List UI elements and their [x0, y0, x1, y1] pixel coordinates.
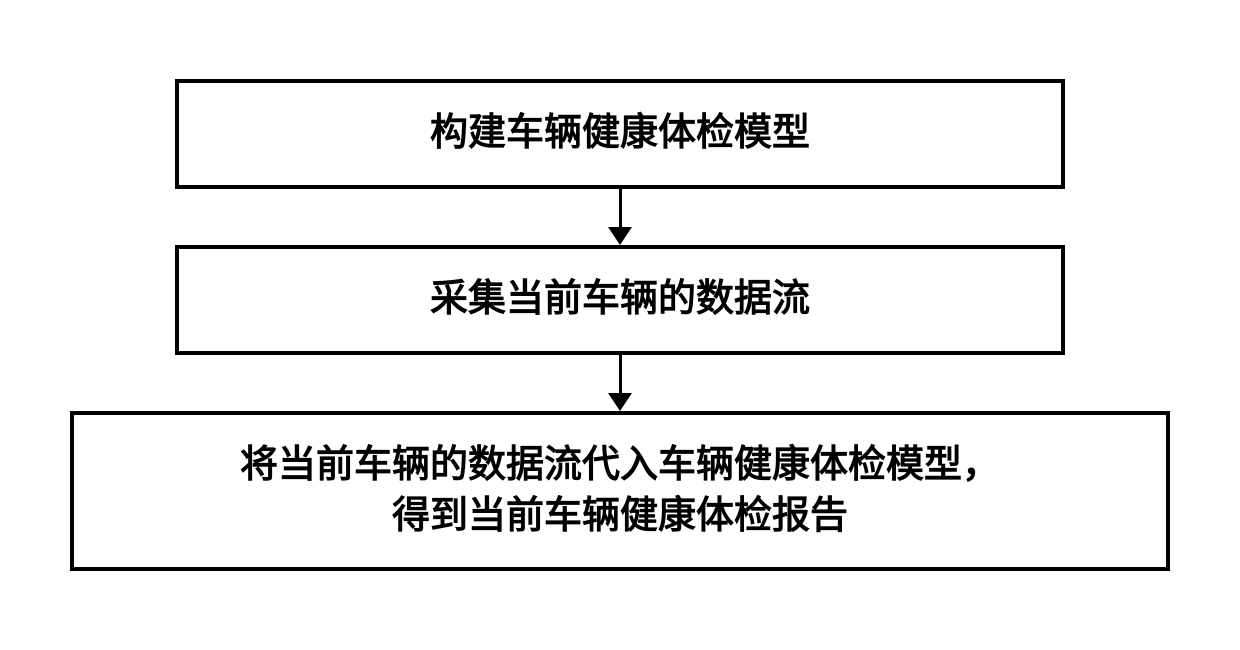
arrow-shaft [619, 355, 622, 393]
flowchart-arrow-2 [608, 355, 632, 411]
flowchart-box-step-1: 构建车辆健康体检模型 [175, 79, 1065, 189]
arrow-head-icon [608, 393, 632, 411]
arrow-shaft [619, 189, 622, 227]
flowchart-box-step-3: 将当前车辆的数据流代入车辆健康体检模型，得到当前车辆健康体检报告 [70, 411, 1170, 571]
arrow-head-icon [608, 227, 632, 245]
flowchart-arrow-1 [608, 189, 632, 245]
box-text: 构建车辆健康体检模型 [430, 108, 810, 159]
flowchart-box-step-2: 采集当前车辆的数据流 [175, 245, 1065, 355]
box-text: 采集当前车辆的数据流 [430, 274, 810, 325]
flowchart-container: 构建车辆健康体检模型 采集当前车辆的数据流 将当前车辆的数据流代入车辆健康体检模… [20, 79, 1220, 571]
box-text: 将当前车辆的数据流代入车辆健康体检模型，得到当前车辆健康体检报告 [240, 440, 1000, 543]
